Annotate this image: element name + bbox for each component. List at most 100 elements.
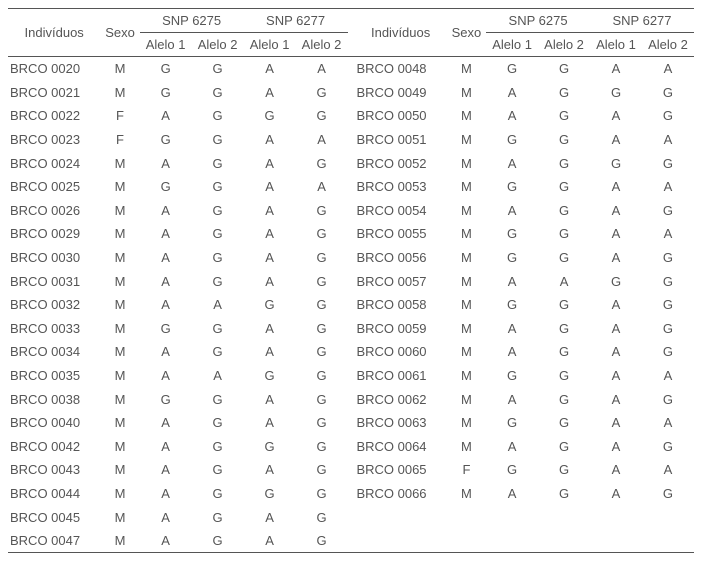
cell-spacer — [348, 104, 355, 128]
cell-snp6275-a1: G — [140, 128, 192, 152]
cell-snp6277-a1: A — [244, 387, 296, 411]
cell-snp6277-a1: A — [244, 269, 296, 293]
cell-snp6277-a1: A — [244, 199, 296, 223]
cell-snp6275-a2: A — [192, 364, 244, 388]
cell-snp6275-a2: G — [192, 505, 244, 529]
cell-snp6277-a1: A — [590, 364, 642, 388]
cell-snp6275-a1: A — [140, 529, 192, 553]
cell-snp6275-a1: A — [486, 104, 538, 128]
cell-id: BRCO 0035 — [8, 364, 100, 388]
cell-snp6275-a2: G — [538, 222, 590, 246]
cell-sex: M — [447, 340, 486, 364]
cell-snp6275-a2: G — [538, 482, 590, 506]
cell-snp6275-a1 — [486, 529, 538, 553]
cell-snp6275-a1 — [486, 505, 538, 529]
cell-id: BRCO 0059 — [354, 317, 446, 341]
cell-id: BRCO 0026 — [8, 199, 100, 223]
cell-id: BRCO 0043 — [8, 458, 100, 482]
cell-snp6275-a1: G — [140, 57, 192, 81]
cell-snp6275-a1: A — [140, 435, 192, 459]
cell-snp6277-a2: A — [642, 175, 694, 199]
cell-spacer — [348, 482, 355, 506]
cell-snp6275-a2: A — [192, 293, 244, 317]
cell-snp6277-a2: G — [296, 435, 348, 459]
cell-sex: F — [447, 458, 486, 482]
cell-snp6275-a1: A — [140, 411, 192, 435]
cell-id: BRCO 0034 — [8, 340, 100, 364]
table-row: BRCO 0042MAGGGBRCO 0064MAGAG — [8, 435, 694, 459]
cell-id: BRCO 0053 — [354, 175, 446, 199]
cell-snp6275-a1: A — [140, 505, 192, 529]
table-row: BRCO 0043MAGAGBRCO 0065FGGAA — [8, 458, 694, 482]
cell-snp6277-a2: A — [642, 128, 694, 152]
cell-snp6277-a1: A — [244, 57, 296, 81]
cell-sex: M — [447, 317, 486, 341]
cell-sex: M — [447, 81, 486, 105]
cell-snp6275-a2: G — [192, 435, 244, 459]
cell-spacer — [348, 175, 355, 199]
cell-id: BRCO 0066 — [354, 482, 446, 506]
cell-snp6277-a1: A — [590, 104, 642, 128]
header-snp6277-left: SNP 6277 — [244, 9, 348, 33]
cell-snp6277-a2: G — [296, 151, 348, 175]
cell-snp6275-a2: G — [192, 246, 244, 270]
cell-sex — [447, 505, 486, 529]
table-row: BRCO 0034MAGAGBRCO 0060MAGAG — [8, 340, 694, 364]
cell-snp6275-a1: G — [140, 81, 192, 105]
cell-snp6275-a2: G — [192, 57, 244, 81]
cell-sex: M — [100, 529, 139, 553]
table-row: BRCO 0029MAGAGBRCO 0055MGGAA — [8, 222, 694, 246]
cell-id: BRCO 0064 — [354, 435, 446, 459]
cell-snp6277-a2: G — [296, 340, 348, 364]
cell-snp6275-a1: A — [140, 246, 192, 270]
cell-id: BRCO 0030 — [8, 246, 100, 270]
cell-snp6277-a1: G — [244, 104, 296, 128]
table-row: BRCO 0031MAGAGBRCO 0057MAAGG — [8, 269, 694, 293]
cell-id: BRCO 0056 — [354, 246, 446, 270]
cell-spacer — [348, 269, 355, 293]
cell-snp6277-a2: G — [642, 269, 694, 293]
cell-snp6277-a1: A — [590, 340, 642, 364]
cell-id: BRCO 0062 — [354, 387, 446, 411]
cell-snp6275-a1: A — [140, 482, 192, 506]
cell-spacer — [348, 411, 355, 435]
cell-snp6277-a1: A — [590, 175, 642, 199]
cell-snp6277-a2: A — [642, 57, 694, 81]
cell-id: BRCO 0025 — [8, 175, 100, 199]
header-individuos-right: Indivíduos — [354, 9, 446, 57]
table-row: BRCO 0033MGGAGBRCO 0059MAGAG — [8, 317, 694, 341]
cell-snp6277-a2: G — [296, 529, 348, 553]
cell-id: BRCO 0031 — [8, 269, 100, 293]
cell-snp6275-a2: G — [192, 529, 244, 553]
cell-id: BRCO 0063 — [354, 411, 446, 435]
cell-sex: M — [447, 482, 486, 506]
cell-snp6277-a2: G — [642, 435, 694, 459]
cell-snp6275-a1: A — [486, 482, 538, 506]
cell-spacer — [348, 529, 355, 553]
cell-sex: M — [100, 482, 139, 506]
cell-snp6277-a2: G — [642, 482, 694, 506]
cell-snp6275-a2: G — [192, 340, 244, 364]
cell-id: BRCO 0061 — [354, 364, 446, 388]
cell-snp6277-a1: A — [244, 505, 296, 529]
cell-id: BRCO 0054 — [354, 199, 446, 223]
cell-sex: M — [447, 128, 486, 152]
cell-snp6277-a1: A — [590, 411, 642, 435]
cell-id: BRCO 0023 — [8, 128, 100, 152]
cell-snp6275-a1: A — [486, 317, 538, 341]
cell-snp6275-a2: G — [192, 458, 244, 482]
cell-snp6277-a1: A — [590, 387, 642, 411]
cell-id: BRCO 0047 — [8, 529, 100, 553]
cell-snp6277-a2: A — [296, 57, 348, 81]
genotype-table: Indivíduos Sexo SNP 6275 SNP 6277 Indiví… — [8, 8, 694, 553]
cell-id: BRCO 0038 — [8, 387, 100, 411]
cell-snp6277-a1: A — [244, 175, 296, 199]
cell-snp6277-a2: G — [296, 293, 348, 317]
cell-id: BRCO 0044 — [8, 482, 100, 506]
cell-sex: M — [447, 387, 486, 411]
cell-snp6275-a2: G — [538, 458, 590, 482]
cell-snp6277-a1: G — [244, 293, 296, 317]
cell-snp6275-a1: A — [486, 81, 538, 105]
cell-snp6275-a1: A — [140, 458, 192, 482]
cell-sex: M — [100, 222, 139, 246]
